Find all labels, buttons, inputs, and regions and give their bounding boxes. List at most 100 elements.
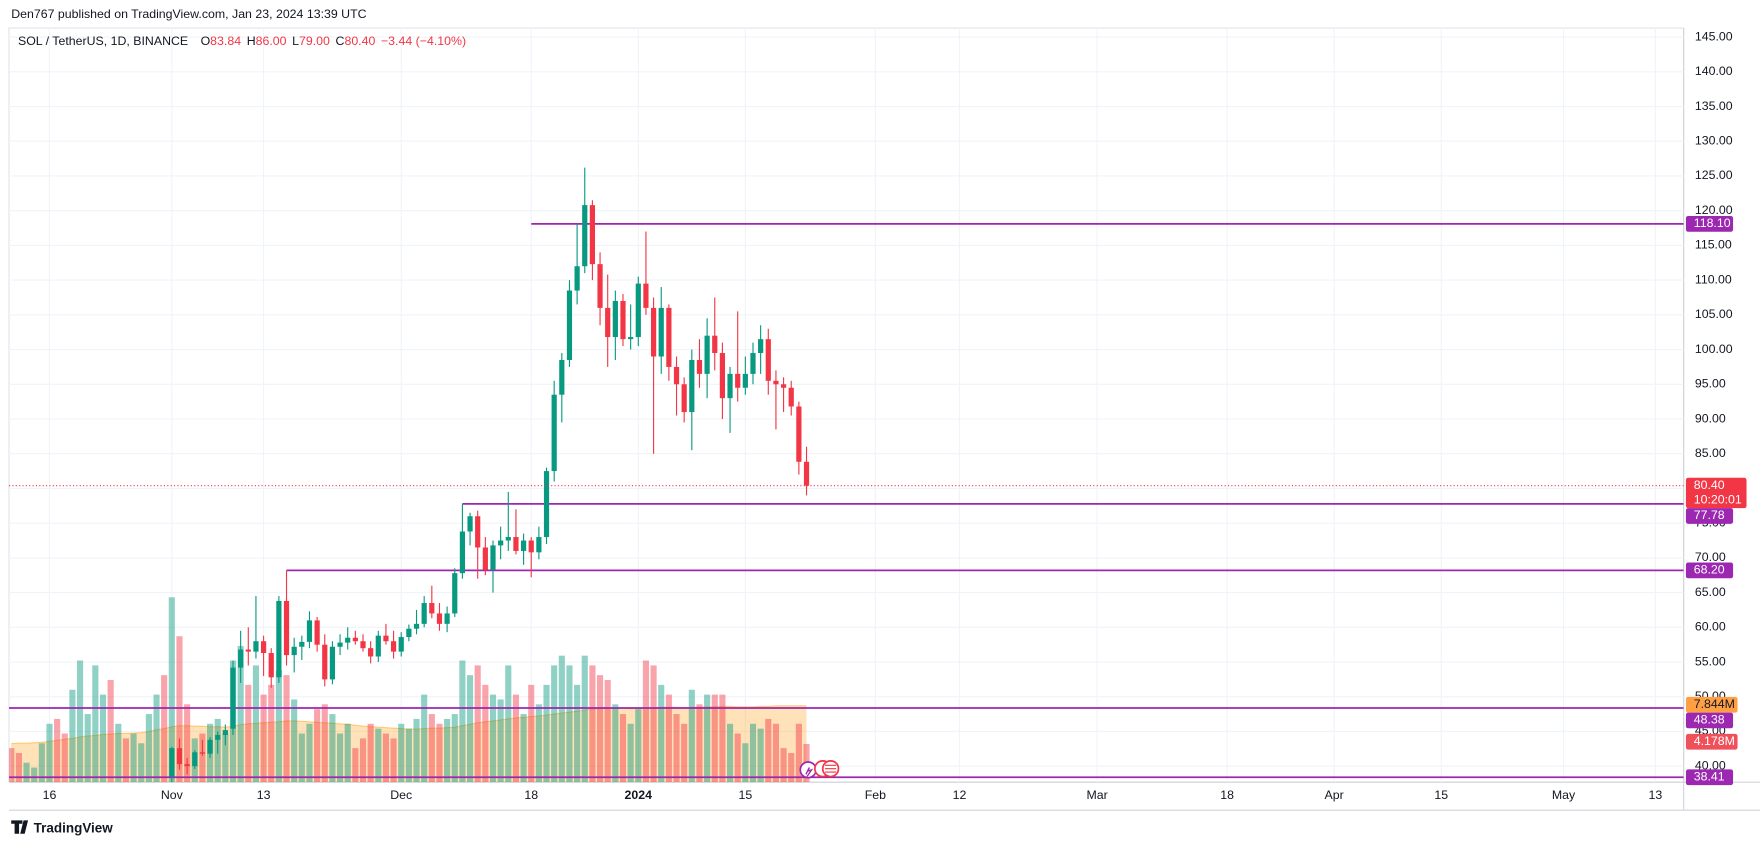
volume-bar xyxy=(375,728,382,783)
candle-body xyxy=(520,540,527,551)
x-tick-label: Apr xyxy=(1325,788,1344,802)
volume-bar xyxy=(84,714,91,783)
volume-bar xyxy=(642,660,649,783)
volume-bar xyxy=(734,733,741,783)
volume-bar xyxy=(482,684,489,783)
level-tag-label: 77.78 xyxy=(1694,508,1725,522)
volume-bar xyxy=(459,660,466,783)
candle-body xyxy=(253,641,259,652)
candle-body xyxy=(643,283,649,308)
candle-body xyxy=(268,653,274,678)
x-tick-label: Mar xyxy=(1086,788,1107,802)
candle-body xyxy=(566,290,573,360)
change: −3.44 (−4.10%) xyxy=(380,34,467,49)
candle-body xyxy=(612,300,618,338)
volume-bar xyxy=(619,714,627,783)
candle-body xyxy=(628,337,634,340)
x-tick-label: 18 xyxy=(524,788,538,802)
candle-body xyxy=(505,537,511,541)
y-tick-label: 145.00 xyxy=(1695,29,1733,43)
candle-body xyxy=(436,613,443,624)
candle-body xyxy=(712,335,718,354)
grid xyxy=(8,28,1684,783)
volume-bar xyxy=(505,665,512,783)
candle-body xyxy=(260,641,267,654)
volume-bar xyxy=(298,733,305,783)
volume-bar xyxy=(99,694,107,783)
volume-bar xyxy=(69,689,76,783)
ohlc-key: C xyxy=(335,34,345,49)
candle-body xyxy=(215,734,221,740)
volume-bar xyxy=(428,714,435,783)
level-tag-label: 38.41 xyxy=(1694,770,1725,784)
volume-bar xyxy=(512,694,519,783)
volume-bar xyxy=(650,665,657,783)
volume-bar xyxy=(153,694,160,783)
volume-bar xyxy=(390,738,397,783)
level-tag xyxy=(1685,508,1734,524)
ohlc-value: 83.84 xyxy=(210,34,242,49)
volume-bar xyxy=(77,660,84,783)
volume-tag-label: 4.178M xyxy=(1694,734,1735,748)
volume-bar xyxy=(421,694,428,783)
volume-pane xyxy=(8,597,810,783)
candle-body xyxy=(543,471,550,538)
candle-body xyxy=(727,373,733,399)
candle-body xyxy=(658,307,664,357)
candle-body xyxy=(750,353,756,374)
volume-bar xyxy=(749,723,757,783)
candle-body xyxy=(299,641,305,647)
volume-bar xyxy=(15,752,22,783)
volume-bar xyxy=(122,738,130,783)
volume-bar xyxy=(329,714,336,783)
volume-bar xyxy=(306,723,313,783)
volume-bar xyxy=(321,704,328,783)
candle-body xyxy=(742,373,748,388)
candle-body xyxy=(314,620,320,645)
volume-bar xyxy=(711,694,718,783)
x-tick-label: 18 xyxy=(1220,788,1234,802)
candle-body xyxy=(375,635,381,657)
volume-bar xyxy=(535,704,542,783)
y-tick-label: 140.00 xyxy=(1695,64,1733,78)
x-tick-label: Nov xyxy=(161,788,184,802)
axes: 40.0045.0050.0055.0060.0065.0070.0075.00… xyxy=(43,29,1747,802)
candle-body xyxy=(368,648,374,657)
volume-bar xyxy=(336,733,344,783)
volume-bar xyxy=(627,723,634,783)
level-tag xyxy=(1685,562,1734,579)
candle-body xyxy=(329,646,336,680)
candle-body xyxy=(169,748,175,777)
candle-body xyxy=(498,540,504,546)
y-tick-label: 70.00 xyxy=(1695,550,1726,564)
volume-bar xyxy=(788,752,795,783)
candle-body xyxy=(681,384,687,413)
candle-body xyxy=(582,205,588,267)
candle-body xyxy=(390,641,397,652)
candle-body xyxy=(352,637,358,642)
candle-body xyxy=(773,380,779,385)
candle-body xyxy=(796,406,802,462)
volume-bar xyxy=(115,723,122,783)
volume-bar xyxy=(589,665,596,783)
y-tick-label: 60.00 xyxy=(1695,620,1726,634)
y-tick-label: 85.00 xyxy=(1695,446,1726,460)
y-tick-label: 55.00 xyxy=(1695,654,1726,668)
volume-bar xyxy=(726,723,734,783)
volume-bar xyxy=(367,723,374,783)
volume-bar xyxy=(688,689,695,783)
candle-body xyxy=(291,646,297,656)
y-tick-label: 100.00 xyxy=(1695,342,1733,356)
candle-body xyxy=(475,516,481,548)
candle-body xyxy=(429,603,435,614)
candle-body xyxy=(788,387,794,407)
volume-bar xyxy=(405,728,412,783)
volume-bar xyxy=(757,728,764,783)
volume-bar xyxy=(528,684,535,783)
event-icon-glyph xyxy=(825,764,837,773)
volume-bar xyxy=(551,665,558,783)
y-tick-label: 40.00 xyxy=(1695,758,1726,772)
volume-bar xyxy=(558,655,565,783)
